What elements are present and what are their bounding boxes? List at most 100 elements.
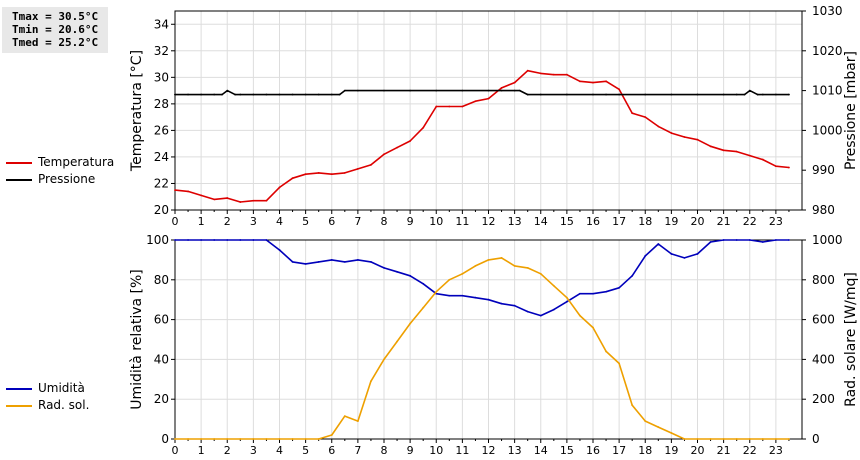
panel2-data-point [239,239,242,241]
panel2-data-point [396,270,398,273]
panel2-data-point [748,438,751,440]
panel2-data-point [474,296,477,299]
panel1-data-point [696,93,699,96]
panel1-data-point [239,93,242,96]
panel1-data-point [722,93,725,96]
panel2-x-tick-label: 18 [638,444,652,457]
panel2-x-tick-label: 21 [717,444,731,457]
panel1-data-point [187,93,189,96]
panel1-y-left-tick-label: 20 [154,203,169,217]
panel2-data-point [500,257,503,259]
legend-swatch-umidita [6,388,32,390]
panel1-data-point [513,89,516,92]
panel1-data-point [226,197,229,199]
panel1-x-tick-label: 1 [198,215,205,228]
panel2-y-right-tick-label: 800 [812,273,835,287]
panel1-data-point [618,93,621,96]
panel2-data-point [657,243,660,245]
panel1-x-tick-label: 19 [664,215,678,228]
panel2-data-point [788,438,790,440]
panel2-data-point [461,294,464,297]
legend-label-umidita: Umidità [38,381,85,395]
panel1-x-tick-label: 10 [429,215,443,228]
panel1-data-point [644,93,647,96]
panel2-x-tick-label: 1 [198,444,205,457]
panel2-data-point [631,274,634,277]
panel1-data-point [278,93,281,96]
panel1-y-right-tick-label: 1000 [812,123,843,137]
panel1-y-left-tick-label: 30 [154,70,169,84]
panel1-x-tick-label: 14 [534,215,548,228]
panel2-y-left-tick-label: 20 [154,392,169,406]
panel2-data-point [409,274,412,277]
panel1-data-point [200,93,203,96]
panel2-data-point [670,432,673,434]
panel2-x-tick-label: 0 [172,444,179,457]
tmin-text: Tmin = 20.6°C [12,23,99,36]
panel1-data-point [526,93,529,96]
legend-label-pressione: Pressione [38,172,96,186]
panel2-data-point [239,438,242,440]
panel1-data-point [278,186,281,189]
panel1-data-point [187,190,189,193]
panel2-data-point [304,438,307,440]
panel2-x-tick-label: 10 [429,444,443,457]
panel2-x-tick-label: 11 [455,444,469,457]
panel1-data-point [234,93,236,96]
panel1-data-point [265,199,268,202]
panel2-data-point [174,239,176,241]
panel1-data-point [605,80,607,83]
panel1-x-tick-label: 6 [328,215,335,228]
panel2-data-point [356,420,359,422]
panel2-data-point [761,241,764,243]
panel2-x-tick-label: 20 [691,444,705,457]
panel1-data-point [317,93,320,96]
panel1-data-point [343,171,346,174]
panel1-x-tick-label: 9 [407,215,414,228]
panel1-data-point [174,189,176,192]
panel1-data-point [683,136,686,138]
panel2-y-left-tick-label: 60 [154,313,169,327]
panel2-data-point [513,264,516,267]
panel1-data-point [774,93,777,96]
panel2-data-point [200,239,203,241]
panel2-data-point [226,239,229,241]
panel1-x-tick-label: 11 [455,215,469,228]
panel1-data-point [500,89,503,92]
panel1-data-point [670,132,673,134]
panel2-data-point [226,438,229,440]
panel1-data-point [592,81,594,84]
panel1-y-right-tick-label: 1010 [812,84,843,98]
panel2-data-point [618,362,621,365]
panel1-x-tick-label: 21 [717,215,731,228]
panel2-x-tick-label: 17 [612,444,626,457]
panel1-x-tick-label: 20 [691,215,705,228]
panel2-data-point [174,438,176,440]
panel2-data-point [709,241,712,243]
panel1-y-left-tick-label: 24 [154,150,169,164]
panel2-data-point [513,304,516,307]
panel2-x-tick-label: 9 [407,444,414,457]
panel2-data-point [487,259,490,261]
panel1-y-left-tick-label: 34 [154,17,169,31]
panel1-series-pressione [174,89,790,96]
panel2-data-point [526,310,529,313]
panel2-data-point [709,438,712,440]
panel1-data-point [644,116,647,119]
panel2-data-point [396,340,398,343]
panel1-data-point [565,73,568,76]
panel2-y-right-tick-label: 0 [812,432,820,446]
panel2-x-tick-label: 6 [328,444,335,457]
panel1-data-point [304,173,307,176]
panel2-data-point [552,284,555,287]
panel2-x-tick-label: 19 [664,444,678,457]
panel2-data-point [631,404,634,407]
panel1-data-point [513,81,516,84]
panel1-data-point [252,199,255,202]
panel2-data-point [265,438,268,440]
panel2-data-point [748,239,751,241]
panel1-data-point [200,194,203,197]
panel1-data-point [356,167,359,170]
panel2-series-line [175,239,789,317]
